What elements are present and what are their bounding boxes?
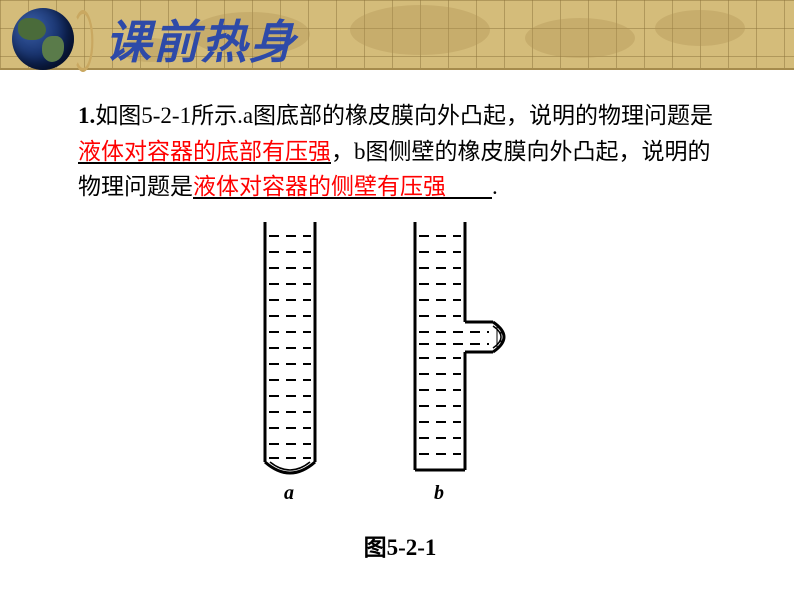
question-text: 1.如图5-2-1所示.a图底部的橡皮膜向外凸起，说明的物理问题是液体对容器的底…: [78, 98, 728, 205]
answer-1: 液体对容器的底部有压强: [78, 139, 331, 164]
globe-icon: [12, 6, 92, 72]
question-number: 1.: [78, 103, 95, 128]
answer-2: 液体对容器的侧壁有压强: [193, 174, 446, 199]
diagram-svg: [200, 212, 600, 502]
banner-title: 课前热身: [105, 6, 297, 72]
trailing-blank: [446, 174, 492, 199]
label-b: b: [434, 482, 444, 505]
label-a: a: [284, 482, 294, 505]
q-part1: 如图5-2-1所示.a图底部的橡皮膜向外凸起，说明的物理问题是: [95, 103, 713, 128]
figure-container: a b 图5-2-1: [200, 212, 600, 522]
tube-a: [265, 222, 315, 473]
tube-b: [415, 222, 504, 470]
header-banner: 课前热身: [0, 0, 794, 70]
figure-caption: 图5-2-1: [200, 528, 600, 562]
q-end: .: [492, 174, 498, 199]
